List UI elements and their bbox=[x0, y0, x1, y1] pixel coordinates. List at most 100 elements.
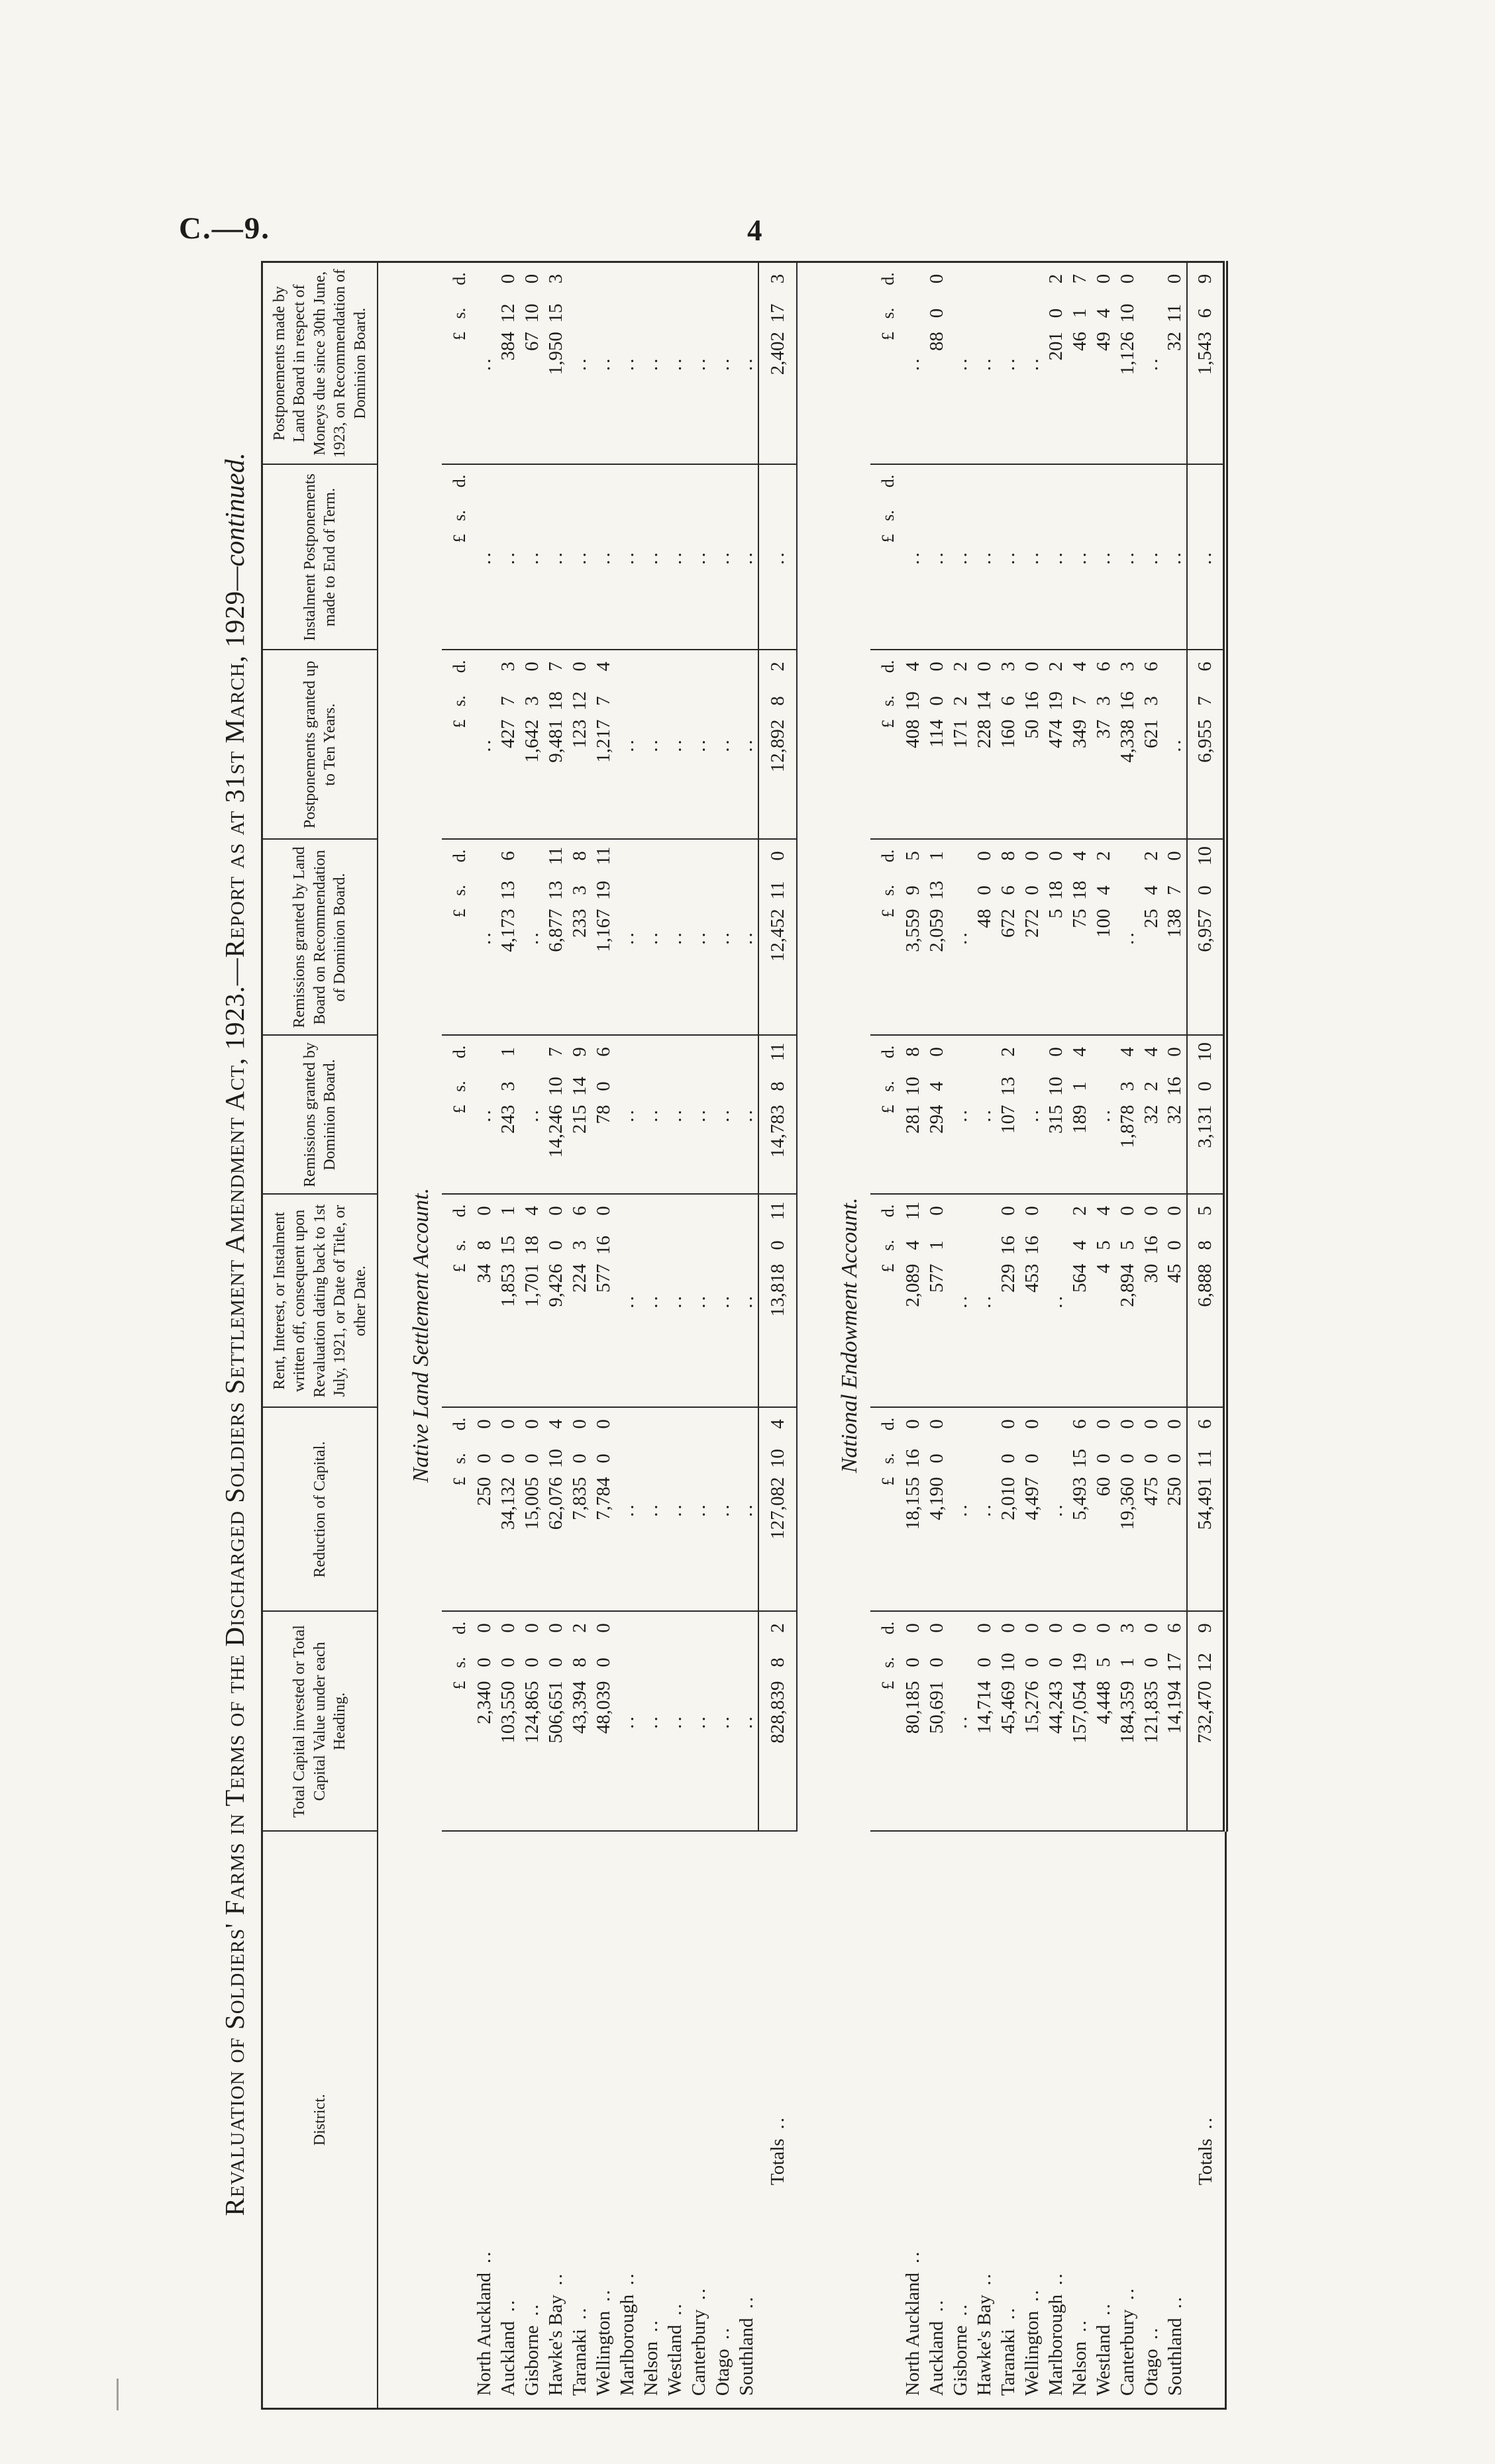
currency-unit: £ s. d. bbox=[450, 263, 470, 464]
shillings-value: 6 bbox=[997, 696, 1019, 706]
shillings-symbol: s. bbox=[450, 307, 470, 319]
shillings-value: 0 bbox=[925, 1454, 947, 1463]
money-cell: .. bbox=[615, 464, 640, 650]
money-value: 14,194 17 6 bbox=[1164, 1612, 1186, 1831]
district-cell: Taranaki.. bbox=[996, 1832, 1020, 2409]
blank-value: .. bbox=[711, 930, 733, 945]
shillings-value: 8 bbox=[766, 696, 788, 706]
money-cell: .. bbox=[949, 262, 973, 465]
shillings-symbol: s. bbox=[878, 1081, 898, 1092]
blank-value: .. bbox=[902, 550, 923, 565]
shillings-value: 0 bbox=[1045, 308, 1066, 319]
blank-value: .. bbox=[711, 1293, 733, 1308]
blank-value: .. bbox=[711, 1502, 733, 1517]
blank-value: .. bbox=[1045, 1502, 1066, 1517]
pence-value: 0 bbox=[1021, 1623, 1043, 1633]
money-cell: .. bbox=[615, 650, 640, 840]
money-cell: 67 10 0 bbox=[520, 262, 544, 465]
shillings-value: 7 bbox=[1194, 696, 1216, 706]
money-cell: .. bbox=[639, 1611, 664, 1832]
money-cell: .. bbox=[711, 839, 735, 1036]
money-cell: .. bbox=[639, 1407, 664, 1612]
blank-value: .. bbox=[616, 1107, 638, 1122]
blank-value: .. bbox=[688, 1107, 709, 1122]
money-value: 127,082 10 4 bbox=[767, 1408, 789, 1611]
shillings-value: 13 bbox=[925, 881, 947, 900]
money-value: 4 5 4 bbox=[1093, 1195, 1115, 1407]
currency-unit: £ s. d. bbox=[878, 1036, 898, 1194]
money-value: 88 0 0 bbox=[926, 263, 948, 464]
totals-label-cell: Totals.. bbox=[1187, 1832, 1225, 2409]
money-cell: 114 0 0 bbox=[925, 650, 949, 840]
money-cell: 6,955 7 6 bbox=[1187, 650, 1226, 840]
pounds-symbol: £ bbox=[450, 332, 470, 340]
pence-symbol: d. bbox=[878, 660, 898, 673]
pence-value: 0 bbox=[1116, 1206, 1138, 1216]
money-value: 315 10 0 bbox=[1045, 1036, 1067, 1194]
shillings-value: 18 bbox=[1068, 881, 1090, 900]
district-label: Auckland bbox=[925, 2321, 947, 2396]
blank-value: .. bbox=[664, 356, 686, 371]
pence-value: 0 bbox=[497, 1623, 519, 1633]
pence-value: 3 bbox=[497, 662, 519, 671]
table-row: Auckland.. 50,691 0 0 4,190 0 0 577 1 0 294 4 0 2,059… bbox=[925, 262, 949, 2409]
money-cell: 1,950 15 3 bbox=[544, 262, 568, 465]
pence-value: 11 bbox=[766, 1201, 788, 1220]
shillings-value: 1 bbox=[925, 1240, 947, 1250]
money-cell: 13,818 0 11 bbox=[758, 1194, 798, 1408]
money-value: 18,155 16 0 bbox=[902, 1408, 924, 1611]
money-cell: .. bbox=[663, 839, 688, 1036]
currency-unit: £ s. d. bbox=[450, 466, 470, 650]
currency-unit: £ s. d. bbox=[450, 1195, 470, 1407]
shillings-symbol: s. bbox=[450, 885, 470, 896]
pence-symbol: d. bbox=[878, 1417, 898, 1431]
pounds-value: 672 bbox=[997, 909, 1019, 938]
money-cell: .. bbox=[472, 464, 497, 650]
column-header-total-capital: Total Capital invested or Total Capital … bbox=[262, 1611, 378, 1832]
district-label: Canterbury bbox=[688, 2309, 709, 2396]
pence-value: 0 bbox=[925, 1206, 947, 1216]
currency-unit-cell: £ s. d. bbox=[442, 1611, 473, 1832]
money-cell: .. bbox=[568, 262, 592, 465]
money-cell: .. bbox=[735, 839, 759, 1036]
pounds-value: 233 bbox=[568, 909, 590, 938]
money-value: 228 14 0 bbox=[974, 651, 996, 839]
money-value: 1,217 7 4 bbox=[593, 651, 615, 839]
pounds-value: 184,359 bbox=[1116, 1681, 1138, 1744]
money-cell: 732,470 12 9 bbox=[1187, 1611, 1226, 1832]
district-cell: Auckland.. bbox=[925, 1832, 949, 2409]
money-cell: .. bbox=[472, 839, 497, 1036]
pence-value: 0 bbox=[473, 1419, 495, 1429]
money-cell: .. bbox=[520, 1035, 544, 1195]
blank-value: .. bbox=[1092, 1107, 1114, 1122]
shillings-value: 0 bbox=[925, 696, 947, 706]
shillings-value: 0 bbox=[1116, 1454, 1138, 1463]
blank-value: .. bbox=[664, 1714, 686, 1729]
money-cell: 127,082 10 4 bbox=[758, 1407, 798, 1612]
pounds-value: 201 bbox=[1045, 332, 1066, 361]
blank-value: .. bbox=[1140, 356, 1162, 371]
blank-value: .. bbox=[949, 930, 971, 945]
money-cell: 12,892 8 2 bbox=[758, 650, 798, 840]
money-cell: 12,452 11 0 bbox=[758, 839, 798, 1036]
blank-value: .. bbox=[735, 930, 757, 945]
pounds-value: 15,005 bbox=[521, 1477, 542, 1530]
pounds-symbol: £ bbox=[878, 534, 898, 543]
pence-value: 4 bbox=[1092, 1206, 1114, 1216]
pounds-value: 48,039 bbox=[592, 1681, 614, 1734]
pounds-value: 18,155 bbox=[902, 1477, 923, 1530]
money-value: 50 16 0 bbox=[1021, 651, 1043, 839]
leader-dots: .. bbox=[1092, 2302, 1114, 2316]
pence-value: 7 bbox=[1068, 273, 1090, 284]
shillings-value: 4 bbox=[1092, 885, 1114, 895]
shillings-value: 4 bbox=[902, 1240, 923, 1250]
pence-value: 0 bbox=[1116, 1419, 1138, 1429]
pounds-value: 54,491 bbox=[1194, 1477, 1216, 1530]
money-value: 103,550 0 0 bbox=[497, 1612, 519, 1831]
leader-dots: .. bbox=[997, 2306, 1019, 2320]
money-cell: .. bbox=[615, 1035, 640, 1195]
district-cell: Southland.. bbox=[735, 1832, 758, 2409]
unit-row-district-cell bbox=[870, 1832, 901, 2409]
blank-value: .. bbox=[902, 356, 923, 371]
pounds-value: 1,853 bbox=[497, 1263, 519, 1307]
